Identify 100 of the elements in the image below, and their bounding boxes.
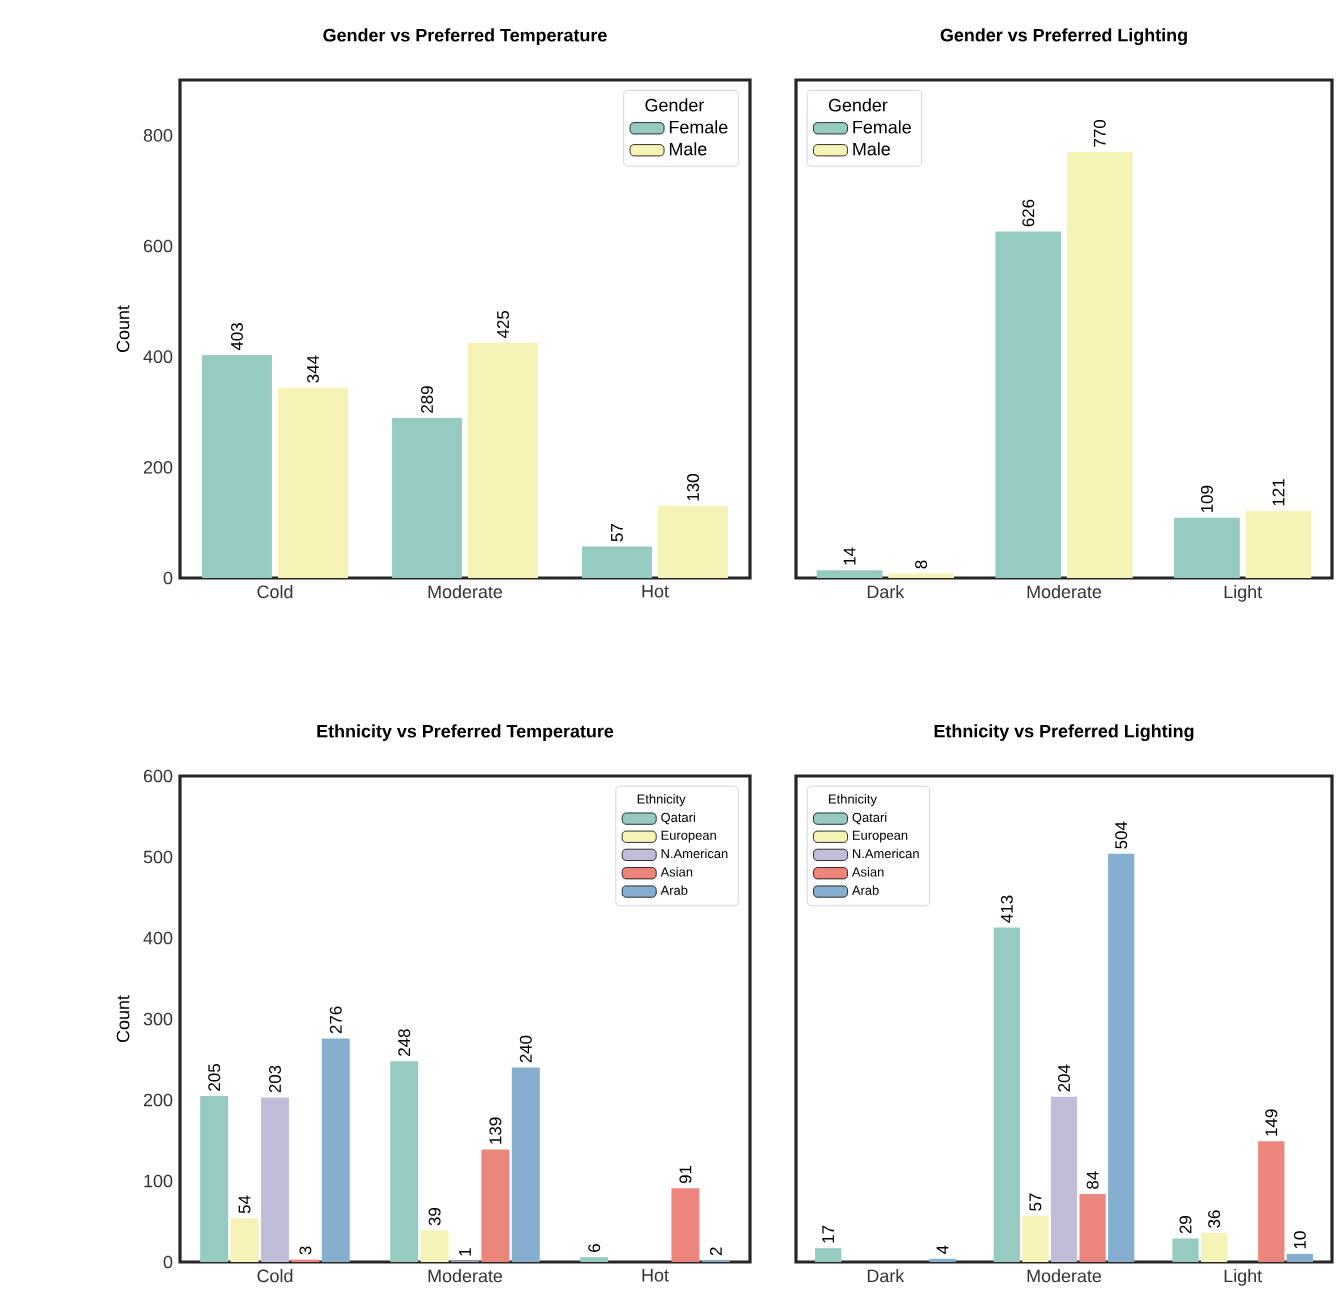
- data-label: 10: [1293, 1231, 1306, 1249]
- y-tick-label: 0: [163, 571, 173, 585]
- data-label: 139: [489, 1117, 502, 1144]
- data-label: 344: [307, 355, 319, 383]
- bar: [390, 1061, 419, 1262]
- bar: [230, 1218, 259, 1262]
- data-label: 203: [269, 1065, 281, 1093]
- data-label: 36: [1208, 1210, 1221, 1228]
- data-label: 248: [398, 1029, 411, 1056]
- x-tick-label: Light: [1224, 1269, 1262, 1286]
- data-label: 276: [329, 1006, 342, 1034]
- data-label: 14: [843, 547, 856, 565]
- bar: [200, 1095, 229, 1262]
- data-label: 770: [1093, 119, 1106, 147]
- data-label: 91: [679, 1165, 692, 1184]
- data-label: 403: [231, 323, 243, 351]
- data-label: 8: [915, 560, 928, 569]
- y-tick-label: 600: [143, 769, 173, 783]
- data-label: 29: [1179, 1216, 1192, 1234]
- bar: [420, 1230, 449, 1262]
- x-tick-label: Cold: [257, 585, 293, 599]
- y-tick-label: 0: [163, 1255, 173, 1269]
- data-label: 39: [428, 1207, 441, 1226]
- bar: [202, 355, 272, 578]
- y-axis-title: Count: [116, 995, 130, 1043]
- data-label: 130: [687, 474, 699, 501]
- data-label: 17: [822, 1225, 834, 1243]
- bar: [511, 1067, 540, 1262]
- bar: [1079, 1193, 1106, 1262]
- data-label: 504: [1115, 821, 1128, 849]
- data-label: 57: [611, 524, 623, 542]
- data-label: 4: [936, 1245, 949, 1254]
- data-label: 1: [459, 1248, 471, 1256]
- y-tick-label: 800: [143, 128, 173, 142]
- bar: [1066, 151, 1133, 578]
- chart-title: Gender vs Preferred Temperature: [323, 28, 607, 46]
- y-tick-label: 400: [143, 350, 173, 364]
- bar: [671, 1188, 700, 1262]
- data-label: 2: [709, 1247, 722, 1256]
- chart-title: Gender vs Preferred Lighting: [940, 28, 1187, 46]
- legend-label: Female: [669, 120, 728, 134]
- y-tick-label: 500: [143, 850, 173, 864]
- bar: [1174, 517, 1240, 578]
- bar: [993, 927, 1020, 1262]
- data-label: 84: [1086, 1171, 1099, 1189]
- bar: [321, 1038, 350, 1262]
- data-label: 109: [1200, 485, 1213, 513]
- bar: [261, 1097, 289, 1262]
- x-tick-label: Cold: [257, 1269, 293, 1283]
- bar: [468, 342, 538, 578]
- legend-label: Female: [853, 120, 911, 134]
- legend-title: Gender: [828, 98, 888, 112]
- data-label: 57: [1029, 1193, 1042, 1211]
- y-tick-label: 200: [143, 460, 173, 474]
- bar: [1050, 1096, 1078, 1262]
- x-tick-label: Moderate: [428, 585, 503, 599]
- chart-title: Ethnicity vs Preferred Temperature: [317, 724, 614, 742]
- data-label: 3: [299, 1246, 312, 1255]
- data-label: 240: [519, 1035, 532, 1063]
- legend-label: Male: [853, 142, 890, 156]
- bar: [815, 1248, 842, 1262]
- y-tick-label: 100: [144, 1174, 173, 1188]
- y-axis-title: Count: [116, 305, 130, 353]
- bar: [1108, 853, 1135, 1262]
- bar: [1258, 1141, 1285, 1262]
- x-tick-label: Moderate: [1027, 1269, 1102, 1283]
- x-tick-label: Dark: [867, 1269, 905, 1283]
- bar: [658, 506, 728, 578]
- bar: [1022, 1215, 1049, 1262]
- data-label: 413: [1000, 895, 1013, 923]
- data-label: 149: [1265, 1109, 1278, 1136]
- y-tick-label: 400: [143, 931, 173, 945]
- data-label: 204: [1058, 1064, 1070, 1092]
- bar: [1200, 1232, 1228, 1262]
- bar: [278, 387, 348, 578]
- x-tick-label: Moderate: [1027, 585, 1102, 599]
- data-label: 289: [421, 386, 433, 413]
- data-label: 626: [1022, 199, 1035, 227]
- x-tick-label: Light: [1224, 585, 1262, 602]
- legend-label: Male: [669, 142, 707, 156]
- data-label: 54: [238, 1195, 251, 1214]
- bar: [1172, 1238, 1199, 1262]
- data-label: 425: [497, 310, 509, 339]
- x-tick-label: Dark: [867, 585, 905, 599]
- data-label: 205: [208, 1064, 221, 1091]
- y-tick-label: 200: [143, 1093, 173, 1107]
- x-tick-label: Moderate: [428, 1269, 503, 1283]
- bar: [392, 418, 462, 578]
- chart-title: Ethnicity vs Preferred Lighting: [934, 724, 1194, 742]
- x-tick-label: Hot: [642, 585, 669, 598]
- y-tick-label: 300: [143, 1012, 173, 1026]
- bar: [481, 1149, 510, 1262]
- bar: [582, 546, 652, 578]
- bar: [816, 570, 883, 578]
- bar: [1245, 511, 1312, 578]
- bar: [995, 231, 1062, 578]
- x-tick-label: Hot: [642, 1269, 669, 1282]
- legend-title: Gender: [645, 98, 705, 112]
- data-label: 6: [588, 1244, 601, 1252]
- y-tick-label: 600: [143, 239, 173, 253]
